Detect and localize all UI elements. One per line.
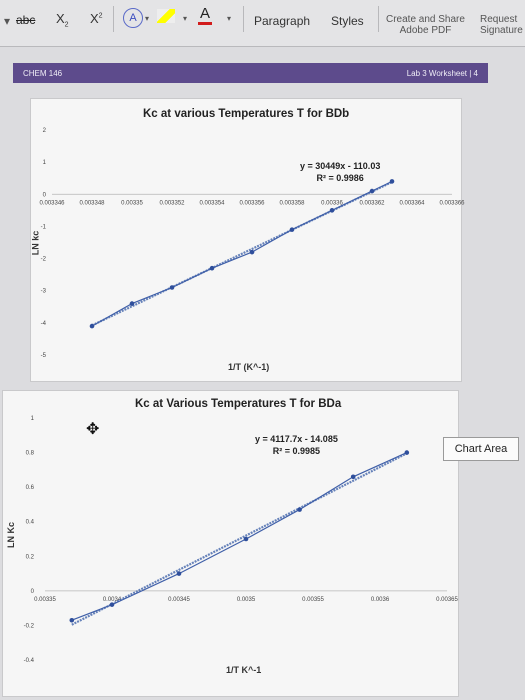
- document-header-bar: CHEM 146 Lab 3 Worksheet | 4: [13, 63, 488, 83]
- y-tick-label: -0.4: [24, 658, 35, 664]
- x-tick-label: 0.0035: [237, 597, 256, 603]
- y-tick-label: 0: [31, 589, 35, 595]
- x-axis-label-bda: 1/T K^-1: [226, 665, 262, 675]
- x-tick-label: 0.003352: [159, 200, 185, 206]
- y-tick-label: -4: [41, 321, 47, 327]
- course-label: CHEM 146: [23, 69, 63, 78]
- data-point: [209, 265, 215, 271]
- dropdown-arrow-icon[interactable]: ▾: [4, 14, 11, 28]
- y-tick-label: -2: [41, 257, 47, 263]
- superscript-button[interactable]: X2: [90, 11, 103, 26]
- data-point: [169, 285, 175, 290]
- x-tick-label: 0.003348: [79, 200, 105, 206]
- chart-title-bda: Kc at Various Temperatures T for BDa: [135, 398, 342, 410]
- y-tick-label: -0.2: [24, 623, 35, 629]
- request-signature-button[interactable]: Request Signature: [480, 14, 523, 36]
- x-tick-label: 0.003346: [39, 200, 65, 206]
- x-axis-label-bdb: 1/T (K^-1): [228, 362, 270, 372]
- y-tick-label: 0: [43, 192, 47, 198]
- dropdown-arrow-icon[interactable]: ▾: [183, 14, 188, 23]
- x-tick-label: 0.0034: [103, 597, 122, 603]
- y-tick-label: -1: [41, 224, 47, 230]
- x-tick-label: 0.003366: [439, 200, 465, 206]
- create-share-pdf-button[interactable]: Create and Share Adobe PDF: [386, 14, 465, 36]
- x-tick-label: 0.00345: [168, 597, 190, 603]
- data-point: [404, 450, 410, 455]
- x-tick-label: 0.00355: [302, 597, 324, 603]
- data-point: [389, 179, 395, 184]
- data-point: [69, 617, 75, 623]
- y-tick-label: 0.8: [26, 451, 35, 457]
- x-tick-label: 0.00365: [436, 597, 458, 603]
- y-tick-label: -5: [41, 353, 47, 359]
- data-point: [350, 474, 356, 480]
- text-effects-button[interactable]: A: [123, 8, 143, 28]
- subscript-button[interactable]: X2: [56, 11, 69, 29]
- chart-bdb[interactable]: [30, 98, 462, 382]
- styles-button[interactable]: Styles: [331, 14, 364, 28]
- trendline-equation-bda: y = 4117.7x - 14.085 R² = 0.9985: [255, 434, 338, 456]
- x-tick-label: 0.003358: [279, 200, 305, 206]
- x-tick-label: 0.0036: [371, 597, 390, 603]
- y-tick-label: 2: [43, 128, 47, 134]
- chart-area-tooltip: Chart Area: [443, 437, 519, 461]
- data-point: [176, 571, 182, 576]
- data-point: [329, 208, 335, 213]
- x-tick-label: 0.003364: [399, 200, 425, 206]
- y-tick-label: 1: [31, 416, 35, 422]
- x-tick-label: 0.00335: [34, 597, 56, 603]
- y-tick-label: 0.6: [26, 485, 35, 491]
- paragraph-button[interactable]: Paragraph: [254, 14, 311, 28]
- x-tick-label: 0.00336: [321, 200, 343, 206]
- x-tick-label: 0.003356: [239, 200, 265, 206]
- y-tick-label: 0.4: [26, 520, 35, 526]
- data-point: [89, 323, 95, 329]
- worksheet-label: Lab 3 Worksheet | 4: [406, 69, 478, 78]
- y-tick-label: 1: [43, 160, 47, 166]
- data-point: [369, 188, 375, 194]
- move-cursor-icon: ✥: [86, 421, 100, 438]
- series-line: [71, 452, 408, 621]
- dropdown-arrow-icon[interactable]: ▾: [145, 14, 150, 23]
- y-tick-label: -3: [41, 289, 47, 295]
- trendline-equation-bdb: y = 30449x - 110.03 R² = 0.9986: [300, 161, 381, 183]
- y-tick-label: 0.2: [26, 554, 35, 560]
- data-point: [289, 227, 295, 232]
- highlighter-icon[interactable]: [157, 9, 175, 23]
- font-color-button[interactable]: A: [198, 6, 213, 25]
- data-point: [243, 536, 249, 542]
- chart-title-bdb: Kc at various Temperatures T for BDb: [143, 108, 350, 120]
- data-point: [297, 507, 302, 512]
- data-point: [129, 301, 135, 306]
- toolbar-ribbon: ▾ abc X2 X2 A ▾ ▾ A ▾ Paragraph Styles C…: [0, 0, 525, 47]
- strikethrough-button[interactable]: abc: [16, 13, 36, 27]
- dropdown-arrow-icon[interactable]: ▾: [227, 14, 232, 23]
- x-tick-label: 0.003354: [199, 200, 225, 206]
- x-tick-label: 0.00335: [121, 200, 143, 206]
- data-point: [249, 249, 255, 255]
- data-point: [109, 602, 115, 607]
- x-tick-label: 0.003362: [359, 200, 385, 206]
- trendline: [71, 452, 408, 626]
